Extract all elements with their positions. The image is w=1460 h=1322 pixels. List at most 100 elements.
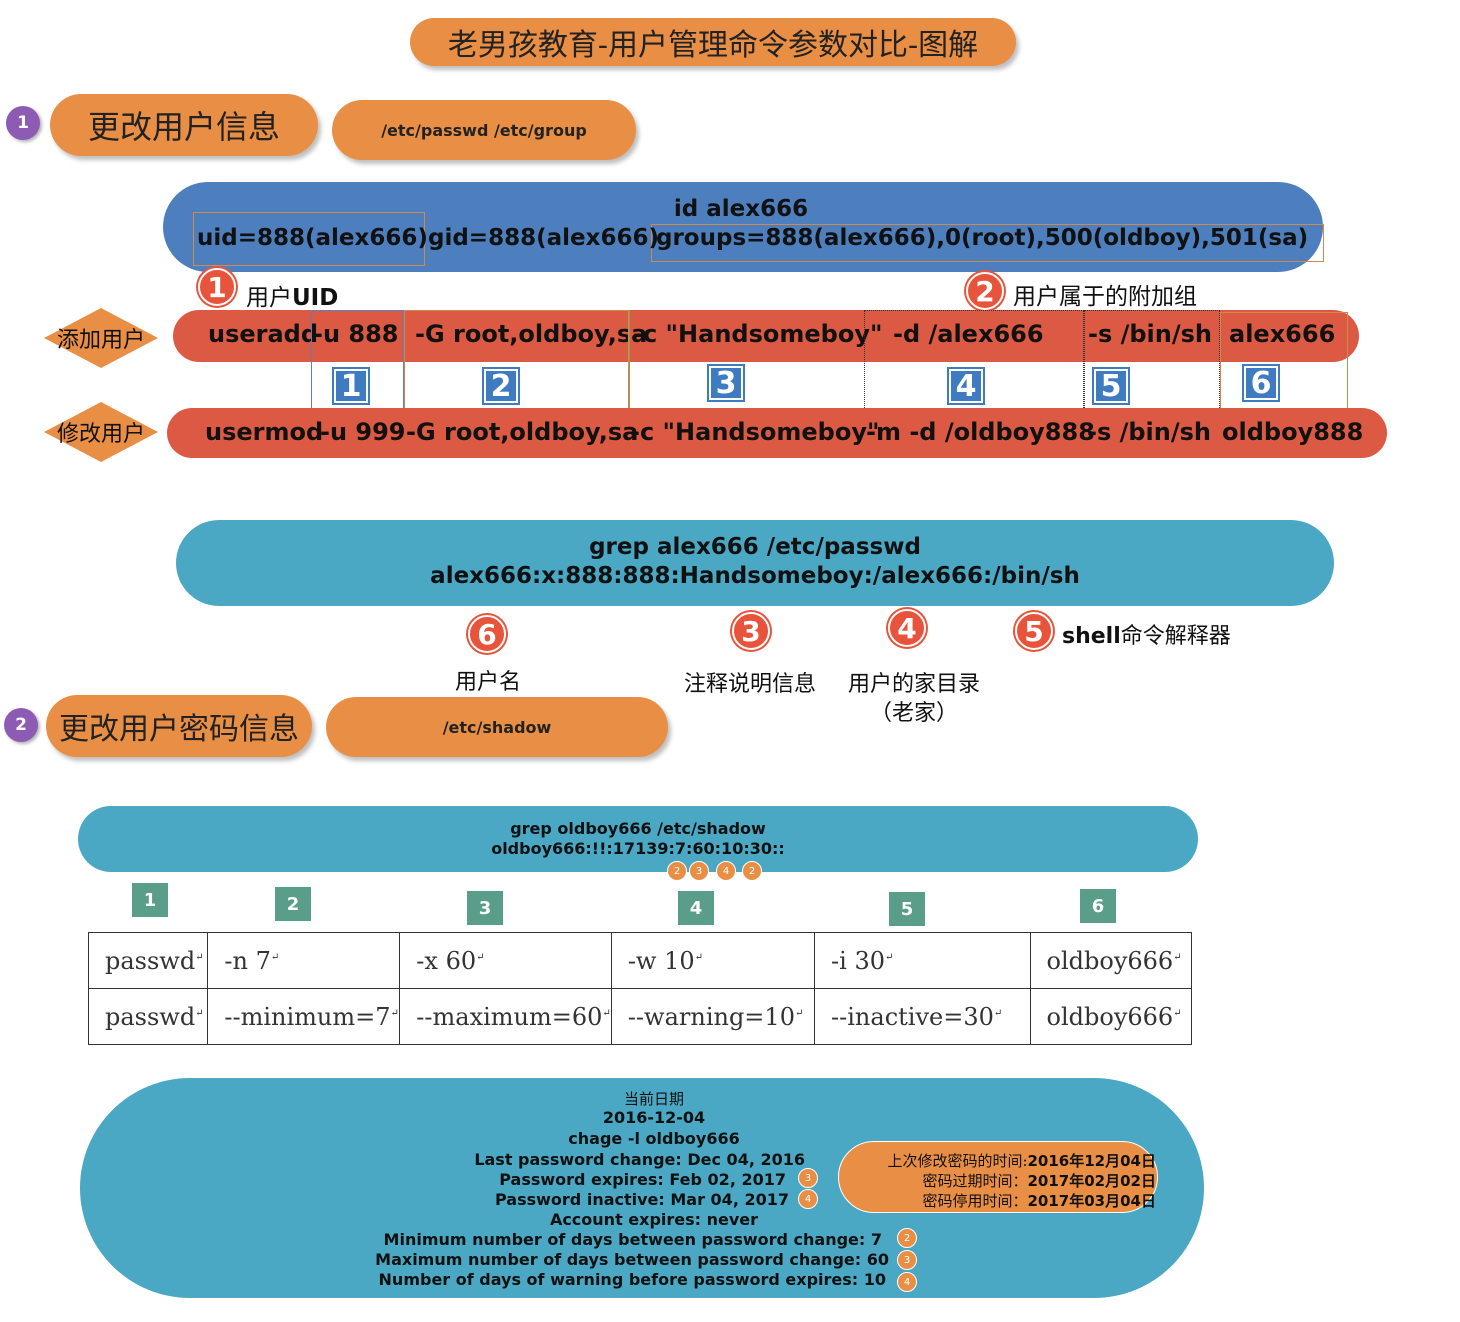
useradd-param-6: alex666 bbox=[1229, 320, 1336, 348]
shadow-marker-warn: 4 bbox=[716, 861, 736, 881]
grep-passwd-block bbox=[176, 520, 1334, 606]
useradd-cmd: useradd bbox=[208, 320, 319, 348]
useradd-param-2: -G root,oldboy,sa bbox=[415, 320, 648, 348]
table-cell: passwd↵ bbox=[87, 932, 209, 989]
chage-marker-7: 4 bbox=[897, 1272, 917, 1292]
section1-label: 更改用户信息 bbox=[50, 94, 318, 156]
chage-marker-6: 3 bbox=[897, 1250, 917, 1270]
uid-text: uid=888(alex666) bbox=[197, 225, 428, 251]
table-cell: oldboy666↵ bbox=[1029, 932, 1193, 989]
column-box-6 bbox=[1220, 312, 1348, 414]
chage-line-2: Password expires: Feb 02, 2017 bbox=[499, 1170, 786, 1189]
section2-files: /etc/shadow bbox=[326, 697, 668, 757]
column-number-2: 2 bbox=[484, 369, 518, 404]
pw-column-number-1: 1 bbox=[132, 883, 168, 917]
chage-line-1: Last password change: Dec 04, 2016 bbox=[474, 1150, 805, 1169]
useradd-param-4: -d /alex666 bbox=[893, 320, 1044, 348]
groups-text: groups=888(alex666),0(root),500(oldboy),… bbox=[656, 225, 1309, 251]
section2-label: 更改用户密码信息 bbox=[46, 695, 312, 757]
usermod-param-1: -u 999 bbox=[320, 418, 406, 446]
section2-number: 2 bbox=[4, 708, 38, 742]
chage-line-6: Maximum number of days between password … bbox=[375, 1250, 889, 1269]
chage-note-2: 密码过期时间：2017年02月02日 bbox=[922, 1172, 1156, 1190]
pw-column-number-2: 2 bbox=[275, 887, 311, 921]
chage-line-4: Account expires: never bbox=[549, 1210, 759, 1229]
pw-column-number-4: 4 bbox=[678, 891, 714, 925]
chage-marker-3: 4 bbox=[798, 1189, 818, 1209]
pw-column-number-5: 5 bbox=[889, 892, 925, 926]
usermod-bar bbox=[167, 408, 1387, 458]
chage-line-7: Number of days of warning before passwor… bbox=[378, 1270, 886, 1289]
field-comment-number: 3 bbox=[732, 612, 770, 650]
table-cell: --maximum=60↵ bbox=[399, 988, 612, 1045]
table-cell: -x 60↵ bbox=[399, 932, 612, 989]
uid-note: 用户UID bbox=[246, 285, 339, 311]
column-number-3: 3 bbox=[709, 366, 743, 401]
chage-note-3: 密码停用时间：2017年03月04日 bbox=[922, 1192, 1156, 1210]
modify-user-label: 修改用户 bbox=[42, 400, 160, 464]
table-cell: passwd↵ bbox=[87, 988, 209, 1045]
table-cell: --inactive=30↵ bbox=[814, 988, 1031, 1045]
passwd-options-table: passwd↵ -n 7↵ -x 60↵ -w 10↵ -i 30↵ oldbo… bbox=[87, 932, 1193, 1045]
page-title: 老男孩教育-用户管理命令参数对比-图解 bbox=[447, 28, 979, 63]
field-shell-label: shell命令解释器 bbox=[1062, 624, 1231, 649]
field-home-label: 用户的家目录 bbox=[847, 672, 980, 697]
table-cell: -i 30↵ bbox=[814, 932, 1031, 989]
useradd-param-3: -c "Handsomeboy" bbox=[633, 320, 883, 348]
field-comment-label: 注释说明信息 bbox=[683, 672, 816, 697]
chage-note-1: 上次修改密码的时间:2016年12月04日 bbox=[887, 1152, 1156, 1170]
column-number-6: 6 bbox=[1244, 366, 1278, 401]
pw-column-number-6: 6 bbox=[1080, 889, 1116, 923]
table-cell: -n 7↵ bbox=[207, 932, 401, 989]
uid-box bbox=[193, 212, 425, 266]
table-cell: -w 10↵ bbox=[610, 932, 816, 989]
usermod-param-5: -s /bin/sh bbox=[1087, 418, 1211, 446]
chage-marker-5: 2 bbox=[897, 1228, 917, 1248]
id-command: id alex666 bbox=[673, 196, 809, 222]
field-home-label-2: （老家） bbox=[869, 701, 958, 726]
useradd-param-5: -s /bin/sh bbox=[1088, 320, 1212, 348]
field-shell-number: 5 bbox=[1015, 612, 1053, 650]
column-number-5: 5 bbox=[1094, 369, 1128, 404]
add-user-label: 添加用户 bbox=[42, 306, 160, 370]
grep-passwd-cmd: grep alex666 /etc/passwd bbox=[589, 534, 921, 560]
chage-cmd: chage -l oldboy666 bbox=[568, 1129, 740, 1148]
table-row: passwd↵ --minimum=7↵ --maximum=60↵ --war… bbox=[87, 988, 1193, 1045]
shadow-marker-inactive: 2 bbox=[742, 861, 762, 881]
shadow-marker-max: 3 bbox=[689, 861, 709, 881]
field-home-number: 4 bbox=[888, 609, 926, 647]
title-banner: 老男孩教育-用户管理命令参数对比-图解 bbox=[410, 18, 1016, 66]
field-username-label: 用户名 bbox=[454, 670, 521, 695]
section1-files: /etc/passwd /etc/group bbox=[332, 100, 636, 160]
grep-shadow-block bbox=[78, 806, 1198, 872]
usermod-param-2: -G root,oldboy,sa bbox=[406, 418, 639, 446]
shadow-marker-min: 2 bbox=[667, 861, 687, 881]
chage-notes-box bbox=[838, 1141, 1158, 1213]
useradd-bar bbox=[173, 310, 1359, 362]
section1-number: 1 bbox=[6, 106, 40, 140]
usermod-cmd: usermod bbox=[205, 418, 324, 446]
table-cell: --minimum=7↵ bbox=[207, 988, 401, 1045]
groups-box bbox=[651, 224, 1324, 262]
usermod-param-4: -m -d /oldboy888 bbox=[866, 418, 1095, 446]
field-username-number: 6 bbox=[468, 615, 506, 653]
usermod-param-6: oldboy888 bbox=[1222, 418, 1364, 446]
pw-column-number-3: 3 bbox=[467, 891, 503, 925]
chage-line-3: Password inactive: Mar 04, 2017 bbox=[495, 1190, 789, 1209]
useradd-param-1: -u 888 bbox=[313, 320, 399, 348]
gid-text: gid=888(alex666) bbox=[428, 225, 659, 251]
chage-marker-2: 3 bbox=[798, 1168, 818, 1188]
uid-note-number: 1 bbox=[198, 268, 236, 306]
chage-date: 2016-12-04 bbox=[602, 1108, 706, 1127]
groups-note: 用户属于的附加组 bbox=[1013, 284, 1197, 310]
table-cell: oldboy666↵ bbox=[1029, 988, 1193, 1045]
grep-shadow-cmd: grep oldboy666 /etc/shadow bbox=[510, 819, 766, 838]
column-number-4: 4 bbox=[949, 369, 983, 404]
table-row: passwd↵ -n 7↵ -x 60↵ -w 10↵ -i 30↵ oldbo… bbox=[87, 932, 1193, 989]
grep-shadow-line: oldboy666:!!:17139:7:60:10:30:: bbox=[491, 839, 785, 858]
column-box-3 bbox=[629, 310, 630, 452]
column-number-1: 1 bbox=[334, 369, 368, 404]
groups-note-number: 2 bbox=[966, 272, 1004, 310]
table-cell: --warning=10↵ bbox=[610, 988, 816, 1045]
grep-passwd-line: alex666:x:888:888:Handsomeboy:/alex666:/… bbox=[430, 563, 1080, 589]
